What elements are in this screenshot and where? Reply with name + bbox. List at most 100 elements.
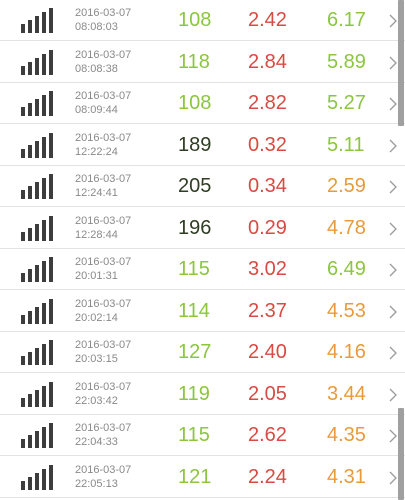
signal-bars-icon <box>21 174 54 199</box>
time-text: 08:09:44 <box>75 104 118 116</box>
value-primary: 119 <box>178 383 210 405</box>
chevron-right-icon[interactable] <box>386 471 400 485</box>
list-item[interactable]: 2016-03-07 22:05:13 121 2.24 4.31 <box>0 457 405 498</box>
timestamp: 2016-03-07 22:04:33 <box>75 421 131 449</box>
time-text: 20:01:31 <box>75 270 118 282</box>
value-tertiary: 5.27 <box>327 92 366 114</box>
value-secondary: 0.34 <box>248 175 287 197</box>
timestamp: 2016-03-07 12:22:24 <box>75 131 131 159</box>
value-primary: 118 <box>178 51 210 73</box>
time-text: 22:03:42 <box>75 395 118 407</box>
value-tertiary: 6.17 <box>327 9 366 31</box>
value-tertiary: 5.11 <box>327 134 365 156</box>
chevron-right-icon[interactable] <box>386 14 400 28</box>
signal-bars-icon <box>21 382 54 407</box>
timestamp: 2016-03-07 08:08:03 <box>75 6 131 34</box>
signal-bars-icon <box>21 91 54 116</box>
value-secondary: 2.84 <box>248 51 287 73</box>
time-text: 08:08:03 <box>75 21 118 33</box>
list-item[interactable]: 2016-03-07 12:28:44 196 0.29 4.78 <box>0 208 405 249</box>
signal-bars-icon <box>21 257 54 282</box>
value-primary: 115 <box>178 258 210 280</box>
date-text: 2016-03-07 <box>75 256 132 268</box>
timestamp: 2016-03-07 22:03:42 <box>75 380 131 408</box>
signal-bars-icon <box>21 299 54 324</box>
value-secondary: 0.32 <box>248 134 287 156</box>
time-text: 20:02:14 <box>75 312 118 324</box>
list-item[interactable]: 2016-03-07 20:03:15 127 2.40 4.16 <box>0 332 405 373</box>
scrollbar-thumb-lower[interactable] <box>398 408 404 500</box>
timestamp: 2016-03-07 20:01:31 <box>75 255 131 283</box>
value-secondary: 2.24 <box>248 466 287 488</box>
timestamp: 2016-03-07 08:09:44 <box>75 89 131 117</box>
time-text: 12:24:41 <box>75 187 118 199</box>
value-primary: 108 <box>178 92 212 114</box>
list-item[interactable]: 2016-03-07 08:09:44 108 2.82 5.27 <box>0 83 405 124</box>
value-tertiary: 2.59 <box>327 175 366 197</box>
chevron-right-icon[interactable] <box>386 97 400 111</box>
list-item[interactable]: 2016-03-07 20:02:14 114 2.37 4.53 <box>0 291 405 332</box>
timestamp: 2016-03-07 22:05:13 <box>75 463 131 491</box>
date-text: 2016-03-07 <box>75 7 132 19</box>
date-text: 2016-03-07 <box>75 464 132 476</box>
value-secondary: 2.05 <box>248 383 287 405</box>
value-primary: 115 <box>178 424 210 446</box>
chevron-right-icon[interactable] <box>386 388 400 402</box>
chevron-right-icon[interactable] <box>386 180 400 194</box>
list-item[interactable]: 2016-03-07 08:08:38 118 2.84 5.89 <box>0 42 405 83</box>
list-item[interactable]: 2016-03-07 12:22:24 189 0.32 5.11 <box>0 125 405 166</box>
scrollbar-thumb[interactable] <box>398 0 404 126</box>
timestamp: 2016-03-07 20:03:15 <box>75 338 131 366</box>
chevron-right-icon[interactable] <box>386 263 400 277</box>
value-tertiary: 6.49 <box>327 258 366 280</box>
timestamp: 2016-03-07 08:08:38 <box>75 48 131 76</box>
chevron-right-icon[interactable] <box>386 56 400 70</box>
value-tertiary: 4.35 <box>327 424 366 446</box>
value-tertiary: 4.78 <box>327 217 366 239</box>
date-text: 2016-03-07 <box>75 173 132 185</box>
chevron-right-icon[interactable] <box>386 305 400 319</box>
value-secondary: 2.40 <box>248 341 287 363</box>
chevron-right-icon[interactable] <box>386 429 400 443</box>
date-text: 2016-03-07 <box>75 49 132 61</box>
time-text: 12:28:44 <box>75 229 118 241</box>
time-text: 22:04:33 <box>75 436 118 448</box>
list-item[interactable]: 2016-03-07 22:03:42 119 2.05 3.44 <box>0 374 405 415</box>
value-primary: 196 <box>178 217 212 239</box>
signal-bars-icon <box>21 465 54 490</box>
list-item[interactable]: 2016-03-07 20:01:31 115 3.02 6.49 <box>0 249 405 290</box>
value-primary: 127 <box>178 341 212 363</box>
signal-bars-icon <box>21 340 54 365</box>
value-primary: 189 <box>178 134 212 156</box>
value-tertiary: 5.89 <box>327 51 366 73</box>
signal-bars-icon <box>21 8 54 33</box>
time-text: 12:22:24 <box>75 146 118 158</box>
value-primary: 205 <box>178 175 212 197</box>
list-item[interactable]: 2016-03-07 08:08:03 108 2.42 6.17 <box>0 0 405 41</box>
date-text: 2016-03-07 <box>75 132 132 144</box>
signal-bars-icon <box>21 133 54 158</box>
value-tertiary: 4.31 <box>327 466 366 488</box>
signal-bars-icon <box>21 423 54 448</box>
value-secondary: 3.02 <box>248 258 287 280</box>
chevron-right-icon[interactable] <box>386 222 400 236</box>
time-text: 08:08:38 <box>75 63 118 75</box>
list-item[interactable]: 2016-03-07 12:24:41 205 0.34 2.59 <box>0 166 405 207</box>
value-secondary: 2.62 <box>248 424 287 446</box>
value-tertiary: 3.44 <box>327 383 366 405</box>
value-primary: 121 <box>178 466 212 488</box>
value-primary: 108 <box>178 9 212 31</box>
date-text: 2016-03-07 <box>75 215 132 227</box>
value-primary: 114 <box>178 300 210 322</box>
value-secondary: 2.37 <box>248 300 287 322</box>
chevron-right-icon[interactable] <box>386 346 400 360</box>
date-text: 2016-03-07 <box>75 381 132 393</box>
chevron-right-icon[interactable] <box>386 139 400 153</box>
date-text: 2016-03-07 <box>75 339 132 351</box>
time-text: 22:05:13 <box>75 478 118 490</box>
list-item[interactable]: 2016-03-07 22:04:33 115 2.62 4.35 <box>0 415 405 456</box>
signal-bars-icon <box>21 50 54 75</box>
value-secondary: 2.82 <box>248 92 287 114</box>
timestamp: 2016-03-07 12:28:44 <box>75 214 131 242</box>
